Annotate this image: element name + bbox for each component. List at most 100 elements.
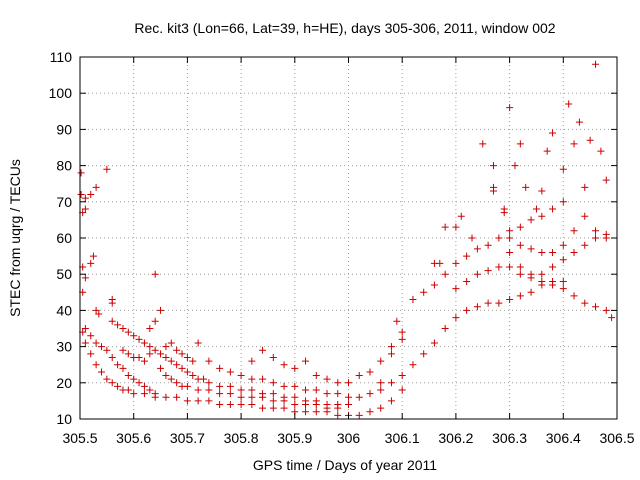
data-point: [226, 382, 234, 390]
data-point: [387, 397, 395, 405]
data-point: [81, 205, 89, 213]
data-point: [226, 390, 234, 398]
data-point: [452, 223, 460, 231]
data-point: [162, 372, 170, 380]
data-point: [516, 270, 524, 278]
data-point: [570, 227, 578, 235]
data-point: [226, 401, 234, 409]
data-point: [323, 404, 331, 412]
data-point: [581, 212, 589, 220]
data-point: [592, 227, 600, 235]
data-point: [151, 317, 159, 325]
data-point: [377, 379, 385, 387]
data-point: [586, 136, 594, 144]
data-point: [495, 234, 503, 242]
y-tick-label: 50: [56, 266, 72, 282]
data-point: [302, 386, 310, 394]
data-point: [420, 350, 428, 358]
data-point: [565, 100, 573, 108]
data-point: [506, 296, 514, 304]
data-point: [387, 379, 395, 387]
data-point: [248, 375, 256, 383]
data-point: [312, 408, 320, 416]
data-point: [205, 379, 213, 387]
data-point: [559, 256, 567, 264]
data-point: [570, 248, 578, 256]
data-point: [516, 292, 524, 300]
y-axis-ticks: 10 20 30 40 50 60 70 80 90 100 110: [49, 49, 617, 427]
data-point: [178, 350, 186, 358]
data-point: [549, 129, 557, 137]
data-point: [441, 223, 449, 231]
data-point: [151, 393, 159, 401]
data-point: [516, 223, 524, 231]
data-point: [87, 332, 95, 340]
data-point: [409, 361, 417, 369]
data-point: [194, 339, 202, 347]
data-point: [108, 299, 116, 307]
data-point: [436, 259, 444, 267]
data-point: [355, 393, 363, 401]
y-tick-label: 100: [49, 85, 73, 101]
data-point: [302, 357, 310, 365]
data-point: [108, 379, 116, 387]
data-point: [259, 375, 267, 383]
data-point: [377, 357, 385, 365]
data-point: [92, 306, 100, 314]
data-points: [77, 60, 616, 419]
y-tick-label: 10: [56, 411, 72, 427]
data-point: [452, 285, 460, 293]
data-point: [355, 372, 363, 380]
data-point: [119, 364, 127, 372]
data-point: [173, 379, 181, 387]
data-point: [269, 353, 277, 361]
data-point: [398, 386, 406, 394]
data-point: [334, 404, 342, 412]
data-point: [398, 335, 406, 343]
data-point: [532, 205, 540, 213]
data-point: [452, 259, 460, 267]
data-point: [89, 252, 97, 260]
data-point: [441, 325, 449, 332]
data-point: [95, 310, 103, 318]
data-point: [205, 397, 213, 405]
data-point: [549, 263, 557, 271]
data-point: [173, 346, 181, 354]
data-point: [302, 401, 310, 409]
data-point: [114, 382, 122, 390]
data-point: [140, 357, 148, 365]
data-point: [183, 368, 191, 376]
data-point: [527, 245, 535, 253]
data-point: [570, 292, 578, 300]
x-tick-label: 305.5: [62, 430, 97, 446]
data-point: [291, 382, 299, 390]
data-point: [103, 375, 111, 383]
data-point: [291, 364, 299, 372]
data-point: [189, 357, 197, 365]
data-point: [506, 104, 514, 112]
data-point: [506, 263, 514, 271]
y-tick-label: 60: [56, 230, 72, 246]
data-point: [312, 401, 320, 409]
data-point: [291, 393, 299, 401]
data-point: [183, 353, 191, 361]
data-point: [355, 411, 363, 419]
data-point: [124, 372, 132, 380]
data-point: [162, 393, 170, 401]
data-point: [146, 343, 154, 351]
data-point: [549, 248, 557, 256]
data-point: [484, 299, 492, 307]
data-point: [140, 339, 148, 347]
data-point: [280, 397, 288, 405]
data-point: [398, 372, 406, 380]
data-point: [473, 245, 481, 253]
data-point: [312, 386, 320, 394]
data-point: [581, 241, 589, 249]
grid-lines: [80, 57, 617, 419]
data-point: [366, 390, 374, 398]
data-point: [489, 183, 497, 191]
data-point: [463, 277, 471, 285]
x-tick-label: 305.7: [170, 430, 205, 446]
data-point: [146, 386, 154, 394]
